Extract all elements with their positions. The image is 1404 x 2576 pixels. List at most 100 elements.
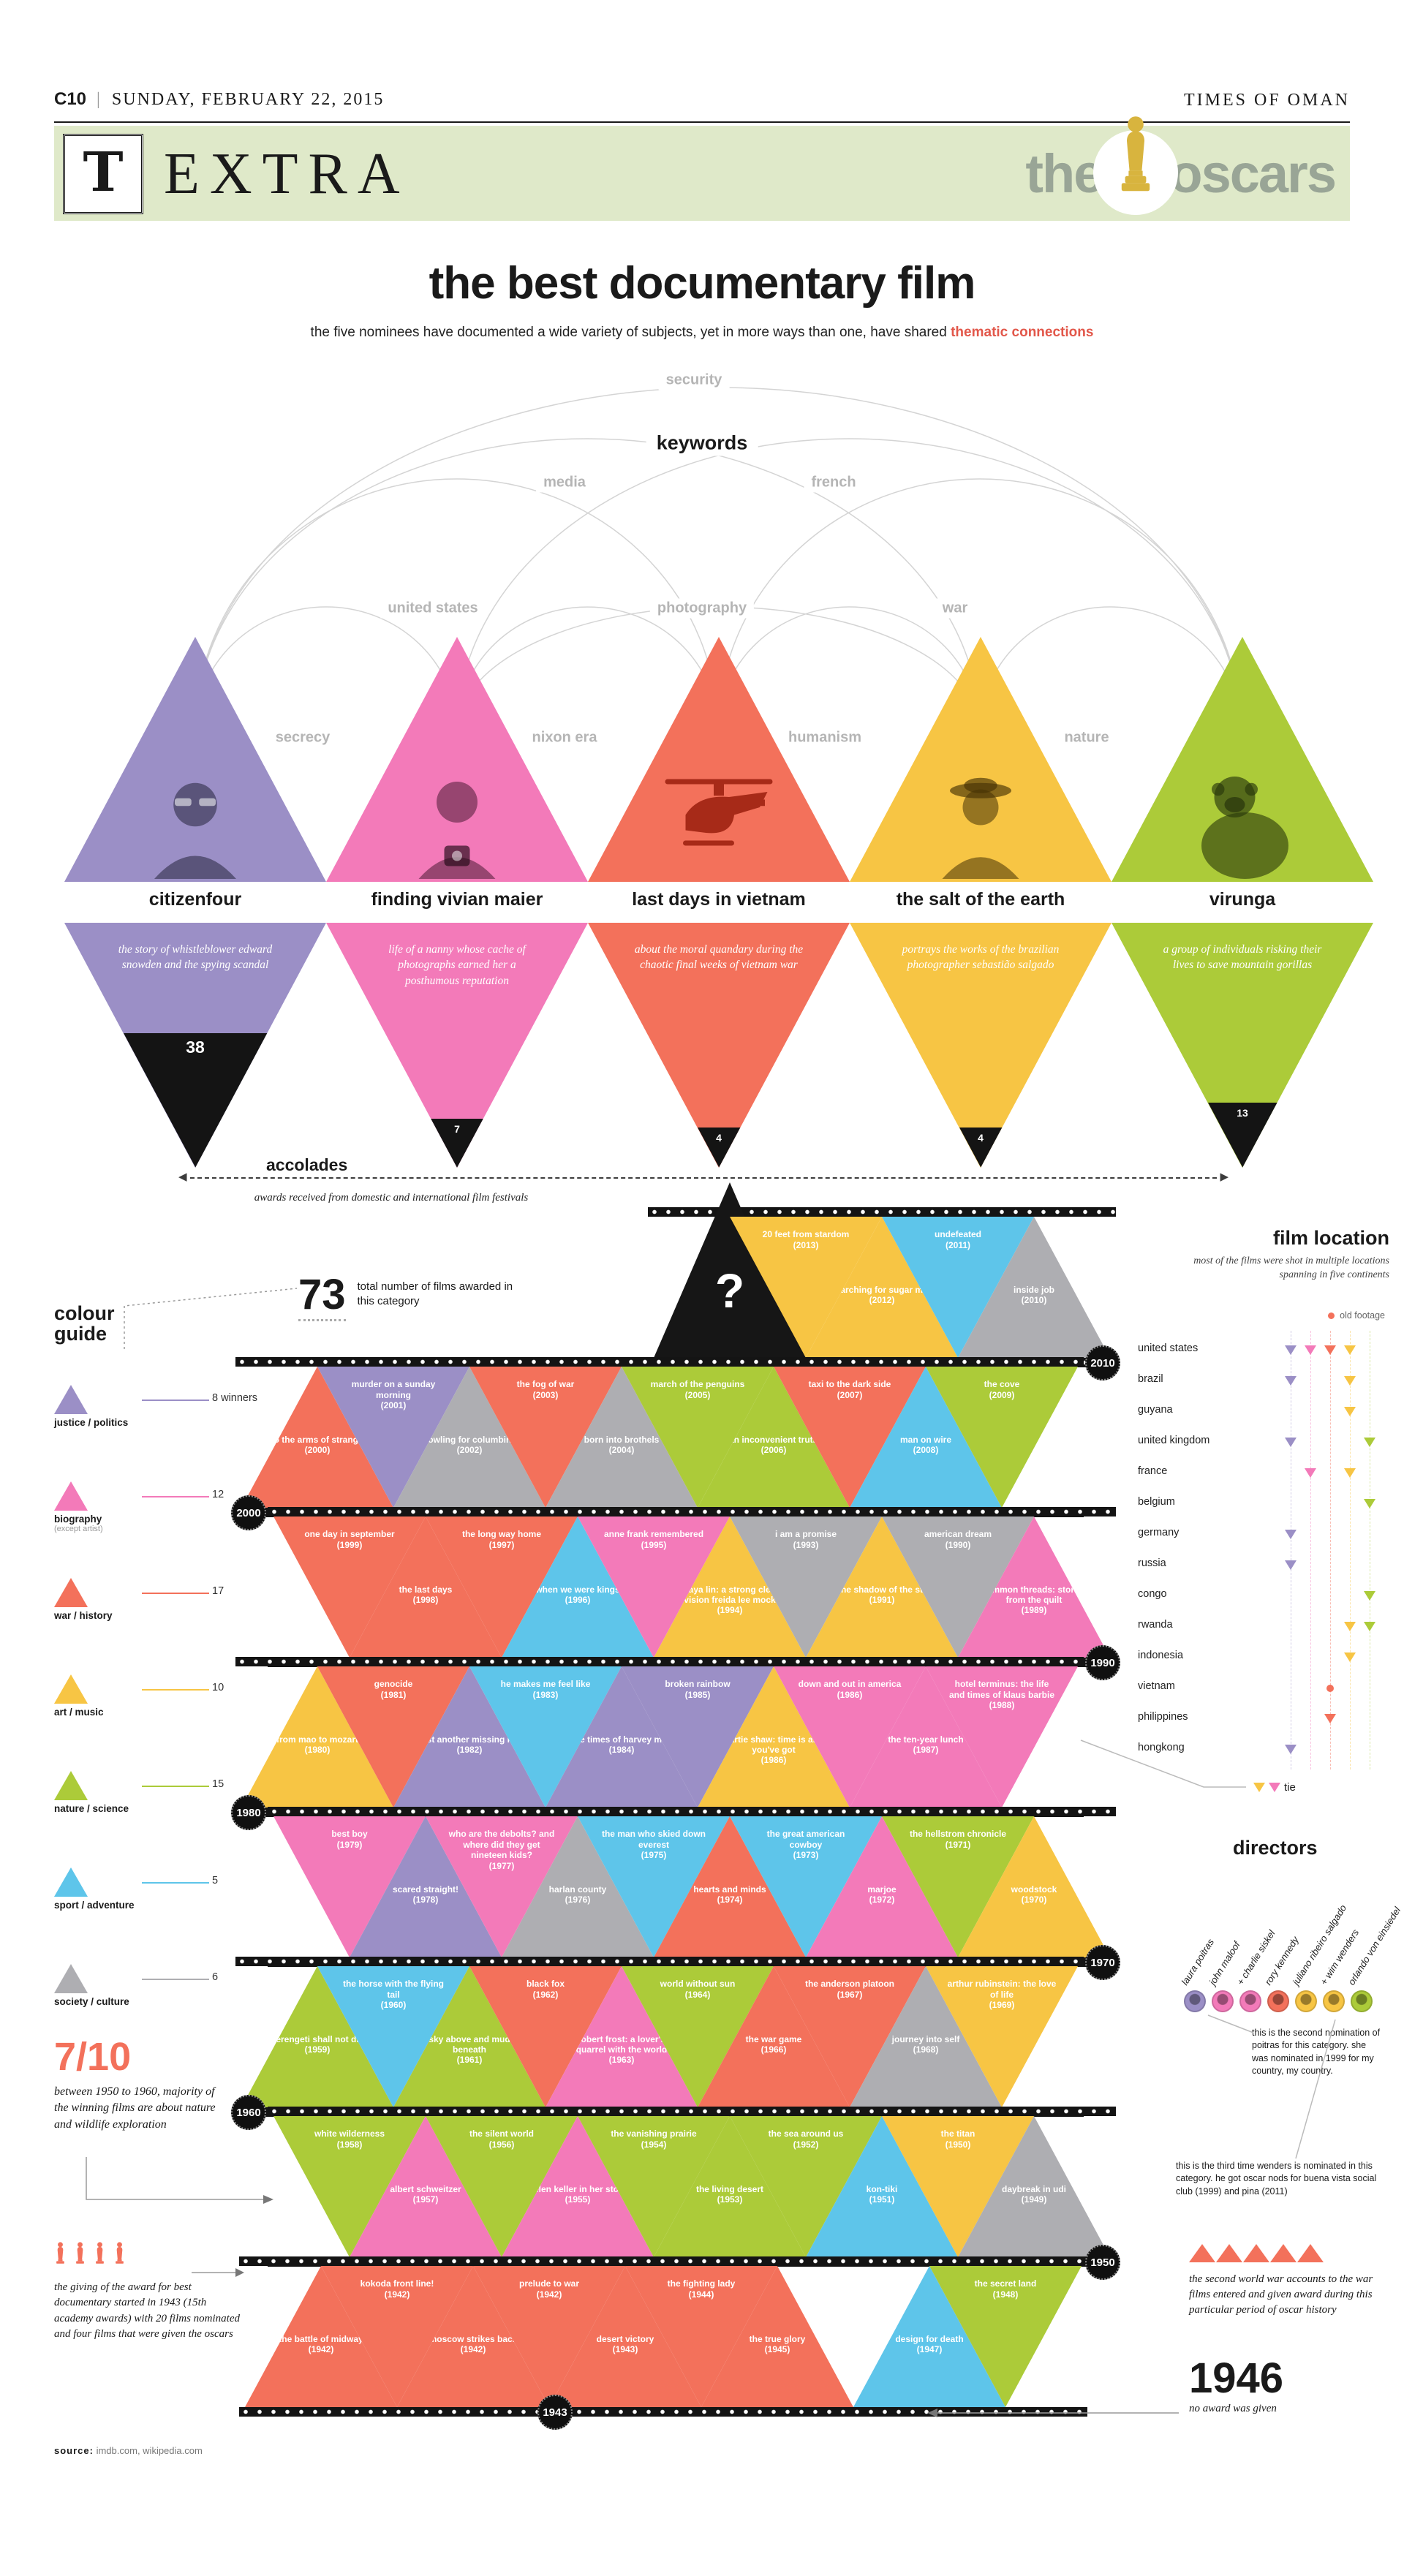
film-year: (1978) <box>412 1895 439 1905</box>
film-year: (1960) <box>380 2000 407 2011</box>
ww2-note: the second world war accounts to the war… <box>1189 2242 1384 2318</box>
film-title: journey into self <box>891 2033 960 2044</box>
film-title: the fighting lady <box>667 2278 736 2289</box>
film-title: 20 feet from stardom <box>762 1229 850 1240</box>
helicopter-icon <box>655 751 783 879</box>
film-year: (1944) <box>688 2289 714 2300</box>
film-year: (1993) <box>793 1539 819 1550</box>
film-label: undefeated (2011) <box>902 1229 1014 1250</box>
film-label: the vanishing prairie (1954) <box>598 2129 709 2150</box>
timeline-band: white wilderness (1958) albert schweitzer(… <box>268 2107 1120 2280</box>
film-year: (1964) <box>684 1989 711 2000</box>
film-title: desert victory <box>596 2333 654 2344</box>
mini-statuette-icon <box>96 2242 104 2264</box>
film-label: design for death (1947) <box>874 2334 985 2355</box>
film-year: (1983) <box>532 1689 559 1700</box>
film-title: arthur rubinstein: the love of life <box>947 1979 1057 2000</box>
film-location-grid: united states brazil guyana united kingdom f… <box>1138 1331 1389 1769</box>
location-row: vietnam <box>1138 1673 1389 1704</box>
film-year: (1981) <box>380 1689 407 1700</box>
mini-statuette-icon <box>116 2242 124 2264</box>
film-title: from mao to mozart <box>276 1734 358 1745</box>
film-label: into the arms of strangers (2000) <box>262 1435 373 1456</box>
location-country: indonesia <box>1138 1650 1184 1661</box>
guide-category-label: nature / science <box>54 1803 129 1814</box>
guide-count: 6 <box>212 1971 219 1983</box>
film-label: anne frank remembered (1995) <box>598 1529 709 1550</box>
nominee-poster <box>326 637 588 882</box>
film-year: (1986) <box>760 1755 787 1766</box>
keyword-label: security <box>658 370 730 390</box>
guide-category-label: society / culture <box>54 1996 129 2007</box>
nominee-description-triangle: portrays the works of the brazilian phot… <box>850 923 1112 1168</box>
film-label: arthur rubinstein: the love of life (1969… <box>946 1979 1057 2010</box>
keywords-heading: keywords <box>646 430 758 456</box>
film-label: broken rainbow (1985) <box>642 1679 753 1700</box>
film-year: (1995) <box>641 1539 667 1550</box>
film-title: the hellstrom chronicle <box>909 1829 1007 1840</box>
film-label: murder on a sunday morning (2001) <box>338 1379 449 1410</box>
award-start-caption: the giving of the award for best documen… <box>54 2281 241 2340</box>
location-country: rwanda <box>1138 1619 1173 1631</box>
film-year: (1966) <box>760 2044 787 2055</box>
film-year: (1982) <box>456 1745 483 1756</box>
film-label: the war game (1966) <box>718 2034 829 2055</box>
section-banner: T EXTRA the oscars <box>54 116 1350 221</box>
keyword-label: secrecy <box>268 728 338 748</box>
film-title: helen keller in her story <box>528 2183 627 2194</box>
film-label: black fox (1962) <box>490 1979 601 2000</box>
film-year: (2007) <box>837 1389 863 1400</box>
nominee-poster <box>850 637 1112 882</box>
film-year: (1991) <box>869 1595 895 1606</box>
location-marker <box>1344 1407 1356 1416</box>
director-avatar <box>1295 1990 1317 2012</box>
accolade-count: 13 <box>1237 1107 1248 1119</box>
film-year: (1942) <box>460 2344 486 2355</box>
location-row: france <box>1138 1458 1389 1489</box>
colour-guide-title: colour guide <box>54 1302 115 1345</box>
guide-item: 10 art / music <box>54 1674 227 1718</box>
nominee-title: virunga <box>1209 889 1276 910</box>
film-year: (1988) <box>989 1700 1015 1711</box>
timeline-band: serengeti shall not die (1959) the horse w… <box>231 1957 1084 2130</box>
no-award-caption: no award was given <box>1189 2403 1277 2414</box>
timeline-band: one day in september (1999) the last days(… <box>268 1507 1120 1680</box>
film-year: (1955) <box>565 2194 591 2205</box>
film-year: (1990) <box>945 1539 971 1550</box>
location-country: guyana <box>1138 1404 1173 1416</box>
old-footage-label: old footage <box>1340 1310 1385 1321</box>
film-year: (2001) <box>380 1400 407 1411</box>
film-title: artie shaw: time is all you've got <box>729 1734 818 1756</box>
accolade-count: 4 <box>978 1132 984 1144</box>
film-label: hotel terminus: the life and times of kl… <box>946 1679 1057 1710</box>
header-rule <box>54 121 1350 123</box>
film-title: maya lin: a strong clear vision freida l… <box>680 1584 780 1606</box>
mini-statuette-icon <box>76 2242 84 2264</box>
film-title: the man who skied down everest <box>601 1829 706 1850</box>
seven-of-ten-value: 7/10 <box>54 2035 132 2079</box>
film-year: (1943) <box>612 2344 638 2355</box>
film-year: (1947) <box>916 2344 943 2355</box>
film-year: (1948) <box>992 2289 1019 2300</box>
film-label: daybreak in udi (1949) <box>978 2184 1090 2205</box>
director-avatar <box>1351 1990 1373 2012</box>
film-title: common threads: stories from the quilt <box>981 1584 1087 1606</box>
film-year: (1998) <box>412 1595 439 1606</box>
timeline-band: into the arms of strangers (2000) murder o… <box>231 1357 1084 1530</box>
film-title: hotel terminus: the life and times of kl… <box>948 1679 1055 1700</box>
keyword-label: nature <box>1057 728 1117 748</box>
guide-item: 17 war / history <box>54 1578 227 1621</box>
statuette-row-icon <box>54 2242 243 2273</box>
film-label: march of the penguins (2005) <box>642 1379 753 1400</box>
keyword-label: photography <box>649 598 755 619</box>
film-year: (1973) <box>793 1850 819 1861</box>
film-label: from mao to mozart (1980) <box>262 1734 373 1756</box>
guide-connector-line <box>142 1400 209 1401</box>
film-title: an inconvenient truth <box>728 1434 818 1445</box>
accolades-description: awards received from domestic and intern… <box>254 1192 529 1204</box>
guide-category-triangle <box>54 1964 88 1993</box>
film-title: the sea around us <box>768 2129 844 2139</box>
film-title: just another missing kid <box>418 1734 521 1745</box>
tie-triangle-yellow-icon <box>1253 1783 1265 1792</box>
